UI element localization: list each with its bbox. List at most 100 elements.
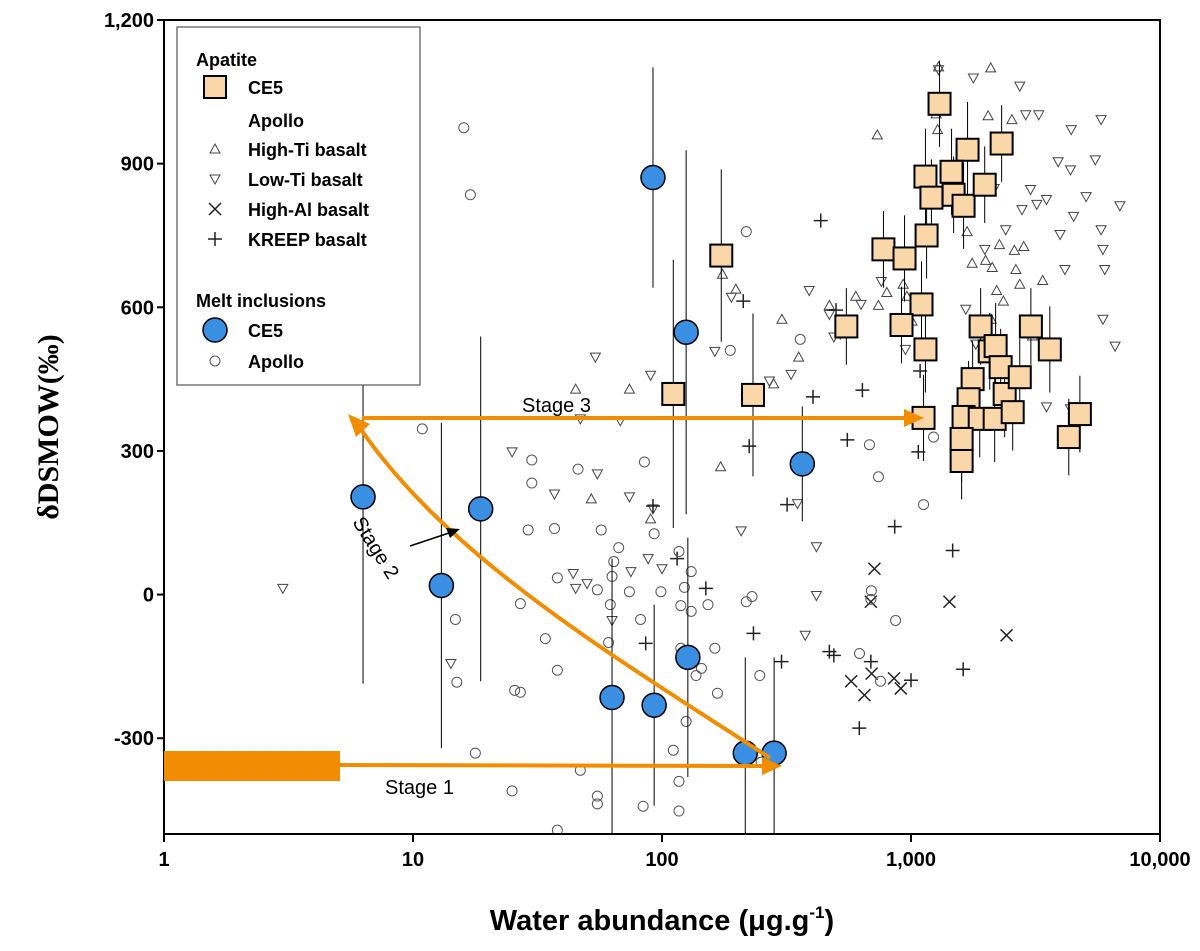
marker-circle-small	[572, 463, 584, 475]
marker-square	[955, 137, 980, 162]
marker-plus	[736, 294, 751, 309]
marker-triangle-down	[1097, 314, 1109, 326]
stage2-head	[348, 414, 370, 437]
x-tick-label: 10	[402, 849, 424, 871]
marker-triangle-down	[799, 630, 812, 642]
marker-circle-small	[514, 686, 526, 698]
marker-circle-small	[702, 599, 714, 611]
marker-square	[709, 243, 734, 268]
marker-square	[1000, 400, 1025, 425]
marker-triangle-down	[548, 489, 561, 501]
stage3-head	[904, 409, 924, 427]
marker-triangle-up	[1036, 274, 1049, 285]
marker-plus	[774, 654, 789, 669]
marker-square	[972, 172, 997, 197]
x-label-sup: -1	[809, 903, 824, 922]
marker-triangle-up	[1017, 240, 1030, 251]
marker-square	[927, 91, 952, 116]
y-tick-label: 300	[121, 441, 154, 463]
marker-circle-small	[865, 585, 877, 597]
marker-triangle-up	[990, 284, 1003, 296]
marker-triangle-down	[855, 299, 867, 311]
marker-triangle-down	[979, 244, 991, 256]
y-tick-label: -300	[114, 728, 154, 750]
marker-triangle-down	[1098, 264, 1111, 276]
marker-triangle-up	[823, 299, 836, 310]
marker-square	[1007, 365, 1032, 390]
legend-label: High-Ti basalt	[248, 140, 367, 160]
marker-triangle-up	[1010, 263, 1022, 274]
marker-circle-small	[608, 556, 620, 568]
marker-square	[968, 314, 993, 339]
marker-square	[939, 159, 964, 184]
marker-square	[949, 426, 974, 451]
marker-circle-small	[680, 715, 692, 727]
marker-circle-small	[740, 226, 752, 238]
marker-triangle-down	[1095, 115, 1107, 126]
legend-label: Low-Ti basalt	[248, 170, 363, 190]
marker-circle-small	[673, 545, 685, 557]
stage-arrows	[164, 409, 924, 781]
marker-triangle-down	[1052, 157, 1065, 168]
marker-triangle-down	[1030, 199, 1043, 211]
marker-circle-small	[865, 593, 877, 605]
marker-circle-small	[603, 636, 615, 648]
legend-heading: Apollo	[248, 111, 304, 131]
marker-square	[909, 292, 934, 317]
marker-circle-small	[853, 647, 865, 659]
marker-cross	[942, 595, 956, 609]
marker-circle-small	[637, 800, 649, 812]
marker-triangle-up	[993, 238, 1006, 250]
marker-triangle-down	[1095, 225, 1107, 236]
y-tick-label: 900	[121, 154, 154, 176]
marker-triangle-down	[1040, 195, 1053, 206]
marker-plus	[645, 499, 660, 514]
marker-triangle-up	[569, 383, 582, 394]
marker-plus	[826, 648, 841, 663]
marker-triangle-down	[999, 225, 1012, 236]
stage1-arrow	[339, 763, 766, 768]
marker-plus	[945, 543, 960, 558]
marker-circle-small	[638, 456, 650, 468]
marker-square	[871, 237, 896, 262]
pointer-head	[446, 528, 460, 538]
marker-circle-small	[449, 613, 461, 625]
marker-plus	[911, 444, 926, 459]
marker-triangle-down	[591, 469, 604, 480]
marker-circle-small	[551, 572, 563, 584]
marker-triangle-up	[792, 351, 805, 362]
marker-square	[834, 314, 859, 339]
x-label-end: )	[825, 905, 835, 937]
marker-circle	[675, 644, 701, 671]
marker-circle	[202, 317, 228, 343]
marker-square	[983, 334, 1008, 359]
marker-cross	[1000, 628, 1014, 642]
marker-circle-small	[458, 122, 470, 134]
marker-triangle-down	[1032, 110, 1045, 121]
marker-square	[1018, 314, 1043, 339]
marker-triangle-up	[776, 313, 788, 324]
marker-square	[913, 337, 938, 362]
marker-triangle-down	[1040, 402, 1053, 413]
marker-triangle-up	[984, 61, 997, 73]
marker-circle-small	[595, 524, 607, 536]
marker-triangle-down	[1109, 341, 1121, 353]
marker-circle-small	[675, 600, 687, 612]
marker-circle-small	[673, 775, 685, 787]
marker-circle-small	[506, 785, 518, 797]
marker-square	[949, 448, 974, 473]
stage2-arrow	[358, 426, 772, 760]
x-tick-label: 100	[645, 849, 678, 871]
pointer	[409, 531, 453, 547]
marker-circle-small	[874, 675, 886, 687]
x-label-text: Water abundance (μg.g	[490, 905, 810, 937]
marker-triangle-up	[1013, 278, 1026, 289]
x-axis-label: Water abundance (μg.g-1)	[490, 903, 834, 937]
marker-circle-small	[711, 687, 723, 699]
marker-triangle-down	[623, 492, 636, 503]
marker-triangle-down	[656, 564, 668, 575]
marker-plus	[780, 497, 795, 512]
marker-circle-small	[514, 598, 526, 610]
marker-circle-small	[591, 798, 603, 810]
